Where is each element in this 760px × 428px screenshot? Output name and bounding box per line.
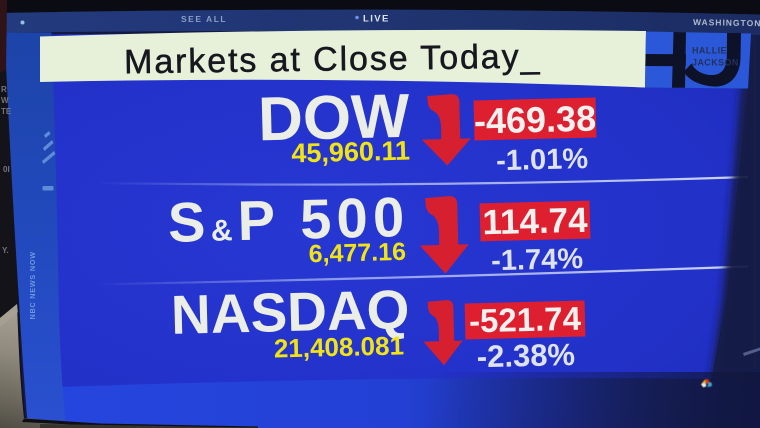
svg-text:-2.38%: -2.38% xyxy=(476,337,575,374)
svg-text:TE: TE xyxy=(1,107,12,116)
svg-text:-469.38: -469.38 xyxy=(473,98,596,142)
svg-text:HALLIE: HALLIE xyxy=(692,46,727,56)
svg-text:WASHINGTON: WASHINGTON xyxy=(693,17,760,28)
svg-text:S&P 500: S&P 500 xyxy=(167,185,410,254)
svg-text:DOW: DOW xyxy=(257,82,411,155)
svg-text:W: W xyxy=(1,96,9,105)
svg-text:NASDAQ: NASDAQ xyxy=(170,278,410,346)
svg-text:21,408.081: 21,408.081 xyxy=(273,330,404,363)
svg-text:JACKSON: JACKSON xyxy=(692,58,739,68)
svg-text:SEE ALL: SEE ALL xyxy=(181,14,227,24)
svg-text:NBC NEWS NOW: NBC NEWS NOW xyxy=(28,251,37,319)
svg-text:0I: 0I xyxy=(3,165,10,174)
svg-text:45,960.11: 45,960.11 xyxy=(291,136,410,169)
svg-text:Y.: Y. xyxy=(2,246,9,255)
svg-text:-521.74: -521.74 xyxy=(469,300,582,340)
svg-text:R: R xyxy=(1,85,7,94)
svg-text:-1.74%: -1.74% xyxy=(491,243,584,277)
svg-text:LIVE: LIVE xyxy=(363,14,390,25)
svg-text:Markets at Close Today_: Markets at Close Today_ xyxy=(124,38,542,82)
svg-text:6,477.16: 6,477.16 xyxy=(308,238,406,268)
svg-text:114.74: 114.74 xyxy=(482,201,589,243)
svg-text:-1.01%: -1.01% xyxy=(496,143,589,177)
